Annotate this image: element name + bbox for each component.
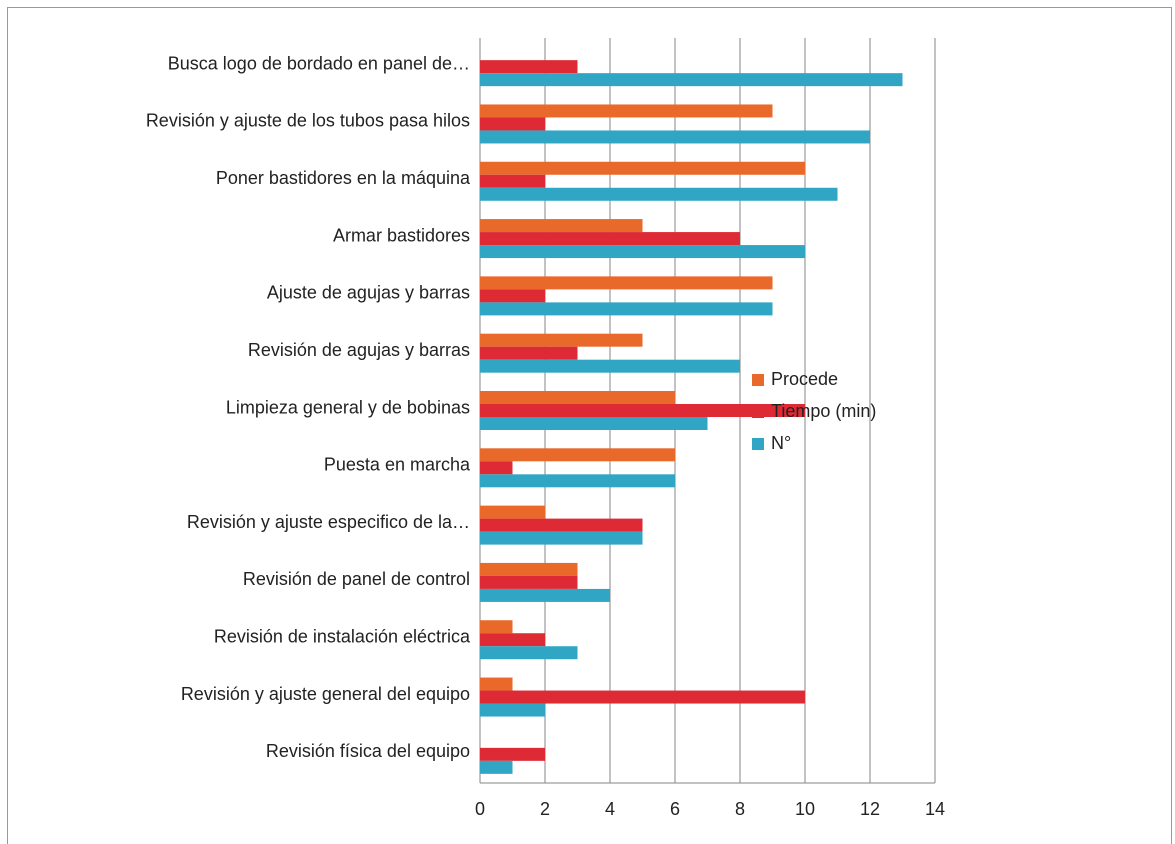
- bar: [480, 575, 578, 589]
- y-tick-label: Poner bastidores en la máquina: [216, 168, 471, 188]
- y-tick-label: Revisión de panel de control: [243, 569, 470, 589]
- x-tick-label: 0: [475, 799, 485, 819]
- x-tick-label: 10: [795, 799, 815, 819]
- bar: [480, 690, 805, 704]
- bar: [480, 417, 708, 430]
- bar: [480, 391, 675, 404]
- legend-label: Tiempo (min): [771, 401, 876, 421]
- y-tick-label: Puesta en marcha: [324, 455, 471, 475]
- bar: [480, 104, 773, 118]
- bar: [480, 461, 513, 475]
- bar: [480, 562, 578, 576]
- x-tick-label: 6: [670, 799, 680, 819]
- y-tick-label: Revisión y ajuste especifico de la…: [187, 512, 470, 532]
- bar: [480, 677, 513, 691]
- bar: [480, 703, 545, 717]
- bar: [480, 130, 870, 144]
- bar: [480, 747, 545, 761]
- bar: [480, 245, 805, 259]
- bar: [480, 633, 545, 647]
- legend-label: Procede: [771, 369, 838, 389]
- bar: [480, 346, 578, 360]
- bar: [480, 518, 643, 532]
- bar: [480, 760, 513, 774]
- bar: [480, 620, 513, 634]
- bar: [480, 219, 643, 233]
- legend-label: N°: [771, 433, 791, 453]
- bar: [480, 289, 545, 303]
- legend-swatch: [752, 374, 764, 386]
- y-tick-label: Limpieza general y de bobinas: [226, 397, 470, 417]
- bar: [480, 73, 903, 87]
- bar: [480, 232, 740, 246]
- y-tick-label: Revisión de agujas y barras: [248, 340, 470, 360]
- bar: [480, 505, 545, 519]
- bar: [480, 646, 578, 660]
- x-tick-label: 14: [925, 799, 945, 819]
- y-tick-label: Busca logo de bordado en panel de…: [168, 53, 470, 73]
- y-tick-label: Revisión y ajuste de los tubos pasa hilo…: [146, 111, 470, 131]
- bar: [480, 161, 805, 175]
- y-tick-label: Armar bastidores: [333, 225, 470, 245]
- bar: [480, 588, 610, 602]
- y-tick-label: Revisión de instalación eléctrica: [214, 626, 471, 646]
- legend-swatch: [752, 438, 764, 450]
- y-tick-label: Ajuste de agujas y barras: [267, 283, 470, 303]
- bar: [480, 276, 773, 290]
- y-tick-label: Revisión física del equipo: [266, 741, 470, 761]
- bar: [480, 302, 773, 316]
- x-tick-label: 2: [540, 799, 550, 819]
- y-tick-label: Revisión y ajuste general del equipo: [181, 684, 470, 704]
- bar: [480, 448, 675, 462]
- bar: [480, 187, 838, 201]
- chart-frame: [7, 7, 1172, 844]
- bar: [480, 404, 805, 417]
- bar: [480, 174, 545, 188]
- bar: [480, 359, 740, 373]
- bar: [480, 60, 578, 74]
- x-tick-label: 12: [860, 799, 880, 819]
- x-tick-label: 4: [605, 799, 615, 819]
- legend-swatch: [752, 406, 764, 418]
- bar: [480, 117, 545, 131]
- x-tick-label: 8: [735, 799, 745, 819]
- bar: [480, 333, 643, 347]
- bar: [480, 531, 643, 545]
- bar: [480, 474, 675, 488]
